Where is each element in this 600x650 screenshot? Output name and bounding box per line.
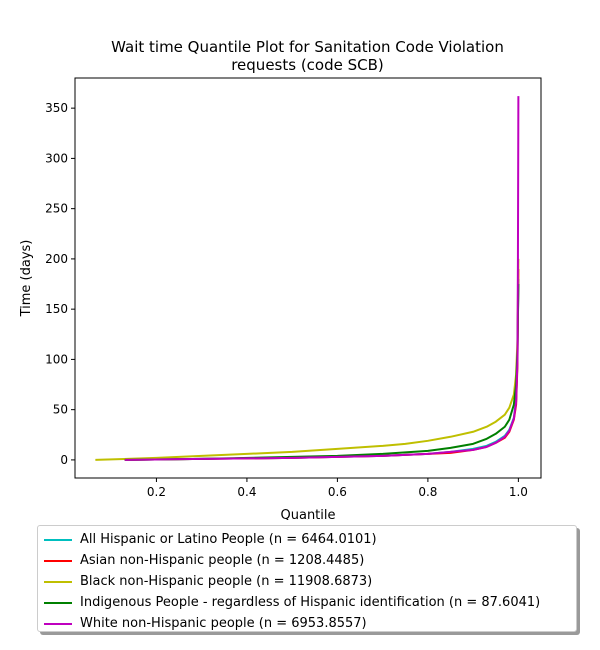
series-line-3 xyxy=(124,284,520,461)
legend-swatch xyxy=(44,538,72,541)
series-line-1 xyxy=(124,268,520,461)
y-tick-label: 50 xyxy=(53,403,68,417)
legend-swatch xyxy=(44,580,72,583)
legend-label: Asian non-Hispanic people (n = 1208.4485… xyxy=(80,553,365,568)
y-tick-label: 350 xyxy=(45,101,68,115)
x-tick-label: 0.2 xyxy=(147,485,166,499)
legend-label: All Hispanic or Latino People (n = 6464.… xyxy=(80,532,377,547)
legend-item: All Hispanic or Latino People (n = 6464.… xyxy=(38,529,576,550)
chart-title-line-2: requests (code SCB) xyxy=(231,56,384,74)
chart-svg: 0.2 0.4 0.6 0.8 1.0 0 50 100 150 200 250 300 350 Qu… xyxy=(19,77,542,520)
y-tick-label: 150 xyxy=(45,302,68,316)
series-line-0 xyxy=(124,278,520,461)
legend-label: Indigenous People - regardless of Hispan… xyxy=(80,595,541,610)
x-tick-label: 0.8 xyxy=(418,485,437,499)
legend: All Hispanic or Latino People (n = 6464.… xyxy=(37,525,577,632)
x-axis-label: Quantile xyxy=(281,508,336,520)
legend-label: Black non-Hispanic people (n = 11908.687… xyxy=(80,574,373,589)
chart-title: Wait time Quantile Plot for Sanitation C… xyxy=(0,38,600,74)
chart-title-line-1: Wait time Quantile Plot for Sanitation C… xyxy=(111,38,504,56)
y-tick-label: 200 xyxy=(45,252,68,266)
y-tick-label: 300 xyxy=(45,151,68,165)
y-axis: 0 50 100 150 200 250 300 350 xyxy=(45,101,75,467)
x-tick-label: 0.4 xyxy=(237,485,256,499)
y-axis-label: Time (days) xyxy=(19,240,34,318)
plot-lines xyxy=(95,96,520,461)
series-line-4 xyxy=(124,96,520,461)
x-tick-label: 0.6 xyxy=(328,485,347,499)
plot-frame xyxy=(74,77,542,479)
legend-label: White non-Hispanic people (n = 6953.8557… xyxy=(80,616,367,631)
legend-item: Black non-Hispanic people (n = 11908.687… xyxy=(38,571,576,592)
legend-swatch xyxy=(44,622,72,625)
series-line-2 xyxy=(95,258,520,461)
x-tick-label: 1.0 xyxy=(509,485,528,499)
legend-swatch xyxy=(44,601,72,604)
legend-swatch xyxy=(44,559,72,562)
legend-item: Asian non-Hispanic people (n = 1208.4485… xyxy=(38,550,576,571)
legend-item: Indigenous People - regardless of Hispan… xyxy=(38,592,576,613)
legend-item: White non-Hispanic people (n = 6953.8557… xyxy=(38,613,576,634)
y-tick-label: 100 xyxy=(45,352,68,366)
y-tick-label: 0 xyxy=(60,453,68,467)
x-axis: 0.2 0.4 0.6 0.8 1.0 xyxy=(147,478,528,499)
y-tick-label: 250 xyxy=(45,202,68,216)
